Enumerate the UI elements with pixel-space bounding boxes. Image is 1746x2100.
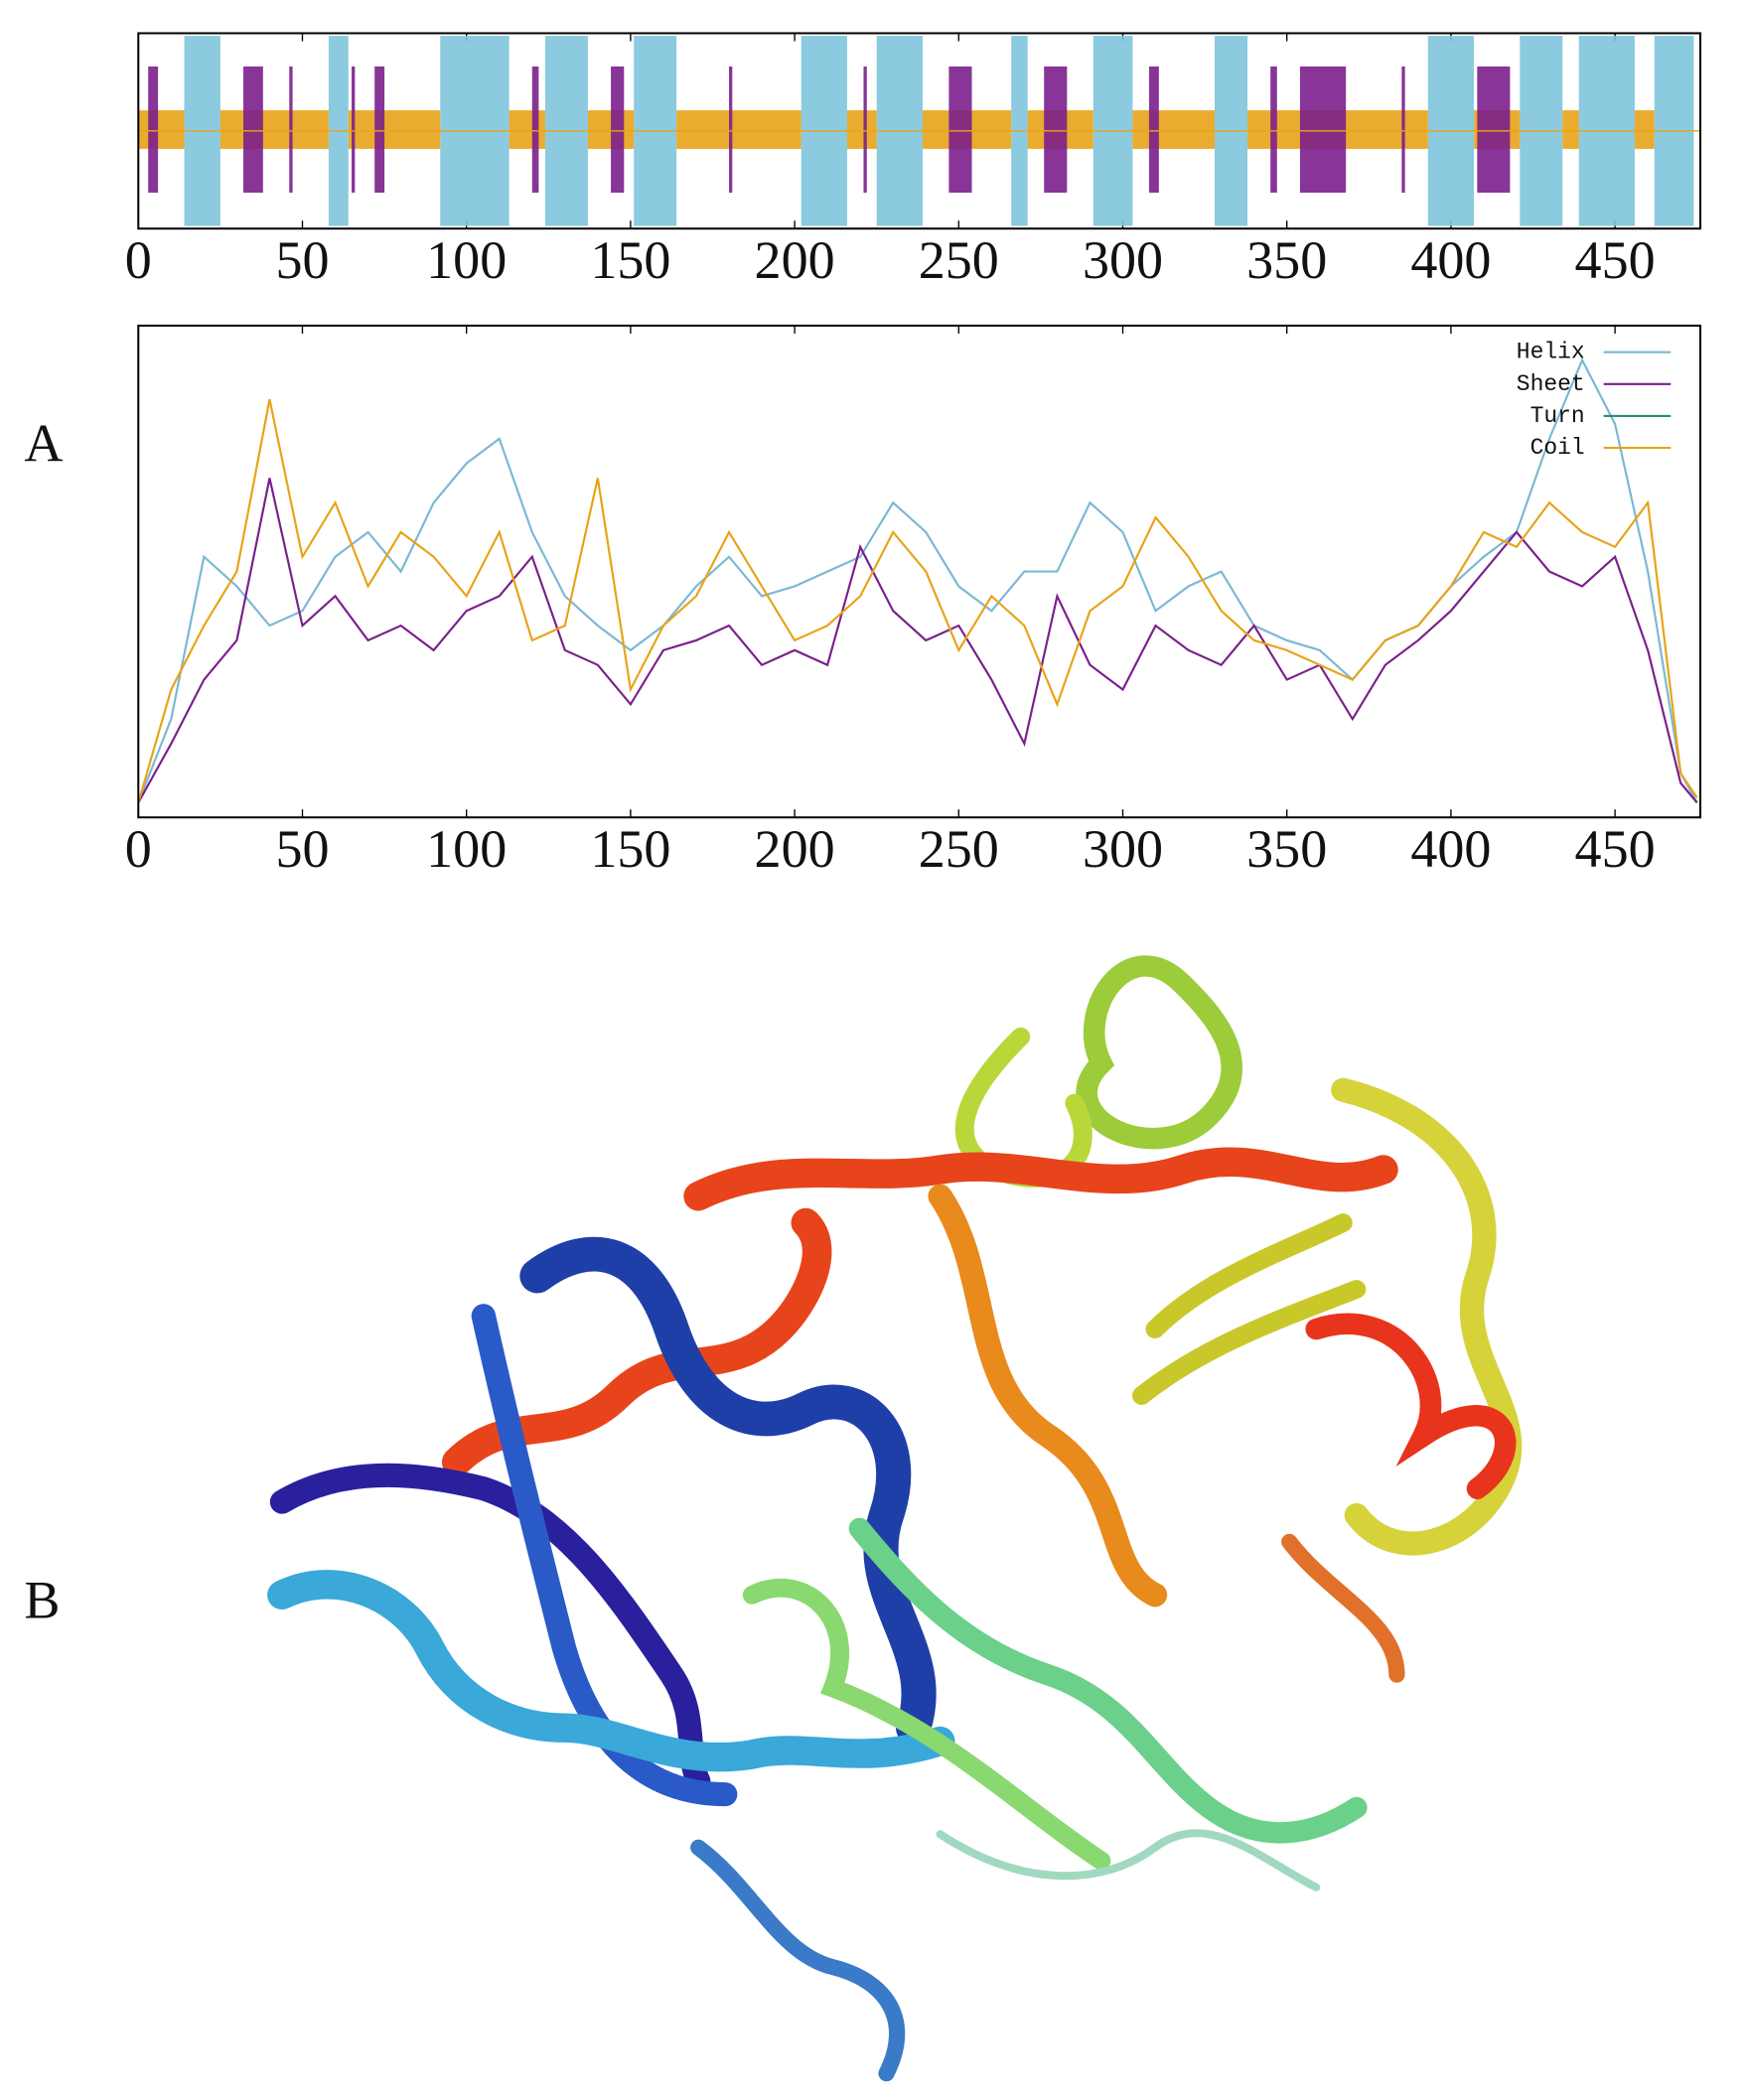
x-tick-label: 400 [1410, 819, 1491, 879]
x-tick-label: 450 [1575, 230, 1656, 290]
structure-segment [138, 110, 185, 149]
x-tick-label: 300 [1083, 819, 1163, 879]
structure-segment [1148, 66, 1159, 194]
x-tick-label: 100 [426, 819, 507, 879]
protein-structure [267, 955, 1523, 2082]
plot-frame [137, 324, 1702, 819]
x-tick-label: 200 [755, 230, 835, 290]
x-tick-label: 0 [125, 819, 152, 879]
structure-segment [289, 66, 293, 194]
structure-segment [1477, 66, 1511, 194]
structure-segment [348, 110, 441, 149]
structure-segment [219, 110, 329, 149]
x-tick-label: 400 [1410, 230, 1491, 290]
structure-segment [1562, 110, 1579, 149]
structure-segment [148, 66, 159, 194]
x-tick-label: 150 [590, 230, 670, 290]
x-tick-label: 0 [125, 230, 152, 290]
structure-segment [352, 66, 356, 194]
legend-label: Helix [1517, 340, 1585, 365]
structure-segment [863, 66, 867, 194]
structure-segment [1634, 110, 1655, 149]
structure-segment [1270, 66, 1277, 194]
structure-segment [846, 110, 877, 149]
structure-segment [531, 66, 539, 194]
x-tick-label: 450 [1575, 819, 1656, 879]
x-tick-label: 350 [1246, 819, 1327, 879]
series-line [137, 478, 1698, 804]
x-tick-label: 50 [275, 819, 329, 879]
plot-frame [137, 32, 1702, 230]
x-tick-label: 200 [755, 819, 835, 879]
structure-segment [1299, 66, 1347, 194]
structure-segment [1132, 110, 1216, 149]
structure-segment [611, 66, 625, 194]
structure-segment [948, 66, 972, 194]
structure-segment [509, 110, 545, 149]
legend-label: Turn [1530, 403, 1585, 429]
x-tick-label: 100 [426, 230, 507, 290]
structure-segment [1401, 66, 1405, 194]
x-tick-label: 250 [919, 819, 999, 879]
structure-segment [243, 66, 263, 194]
x-tick-label: 50 [275, 230, 329, 290]
panel-label: B [24, 1571, 60, 1630]
series-line [137, 399, 1698, 803]
x-tick-label: 300 [1083, 230, 1163, 290]
legend-label: Sheet [1517, 371, 1585, 397]
structure-segment [1044, 66, 1068, 194]
x-tick-label: 150 [590, 819, 670, 879]
legend-label: Coil [1530, 435, 1585, 461]
structure-segment [374, 66, 385, 194]
structure-segment [676, 110, 801, 149]
panel-label: A [24, 414, 63, 474]
structure-segment [729, 66, 733, 194]
x-tick-label: 250 [919, 230, 999, 290]
x-tick-label: 350 [1246, 230, 1327, 290]
